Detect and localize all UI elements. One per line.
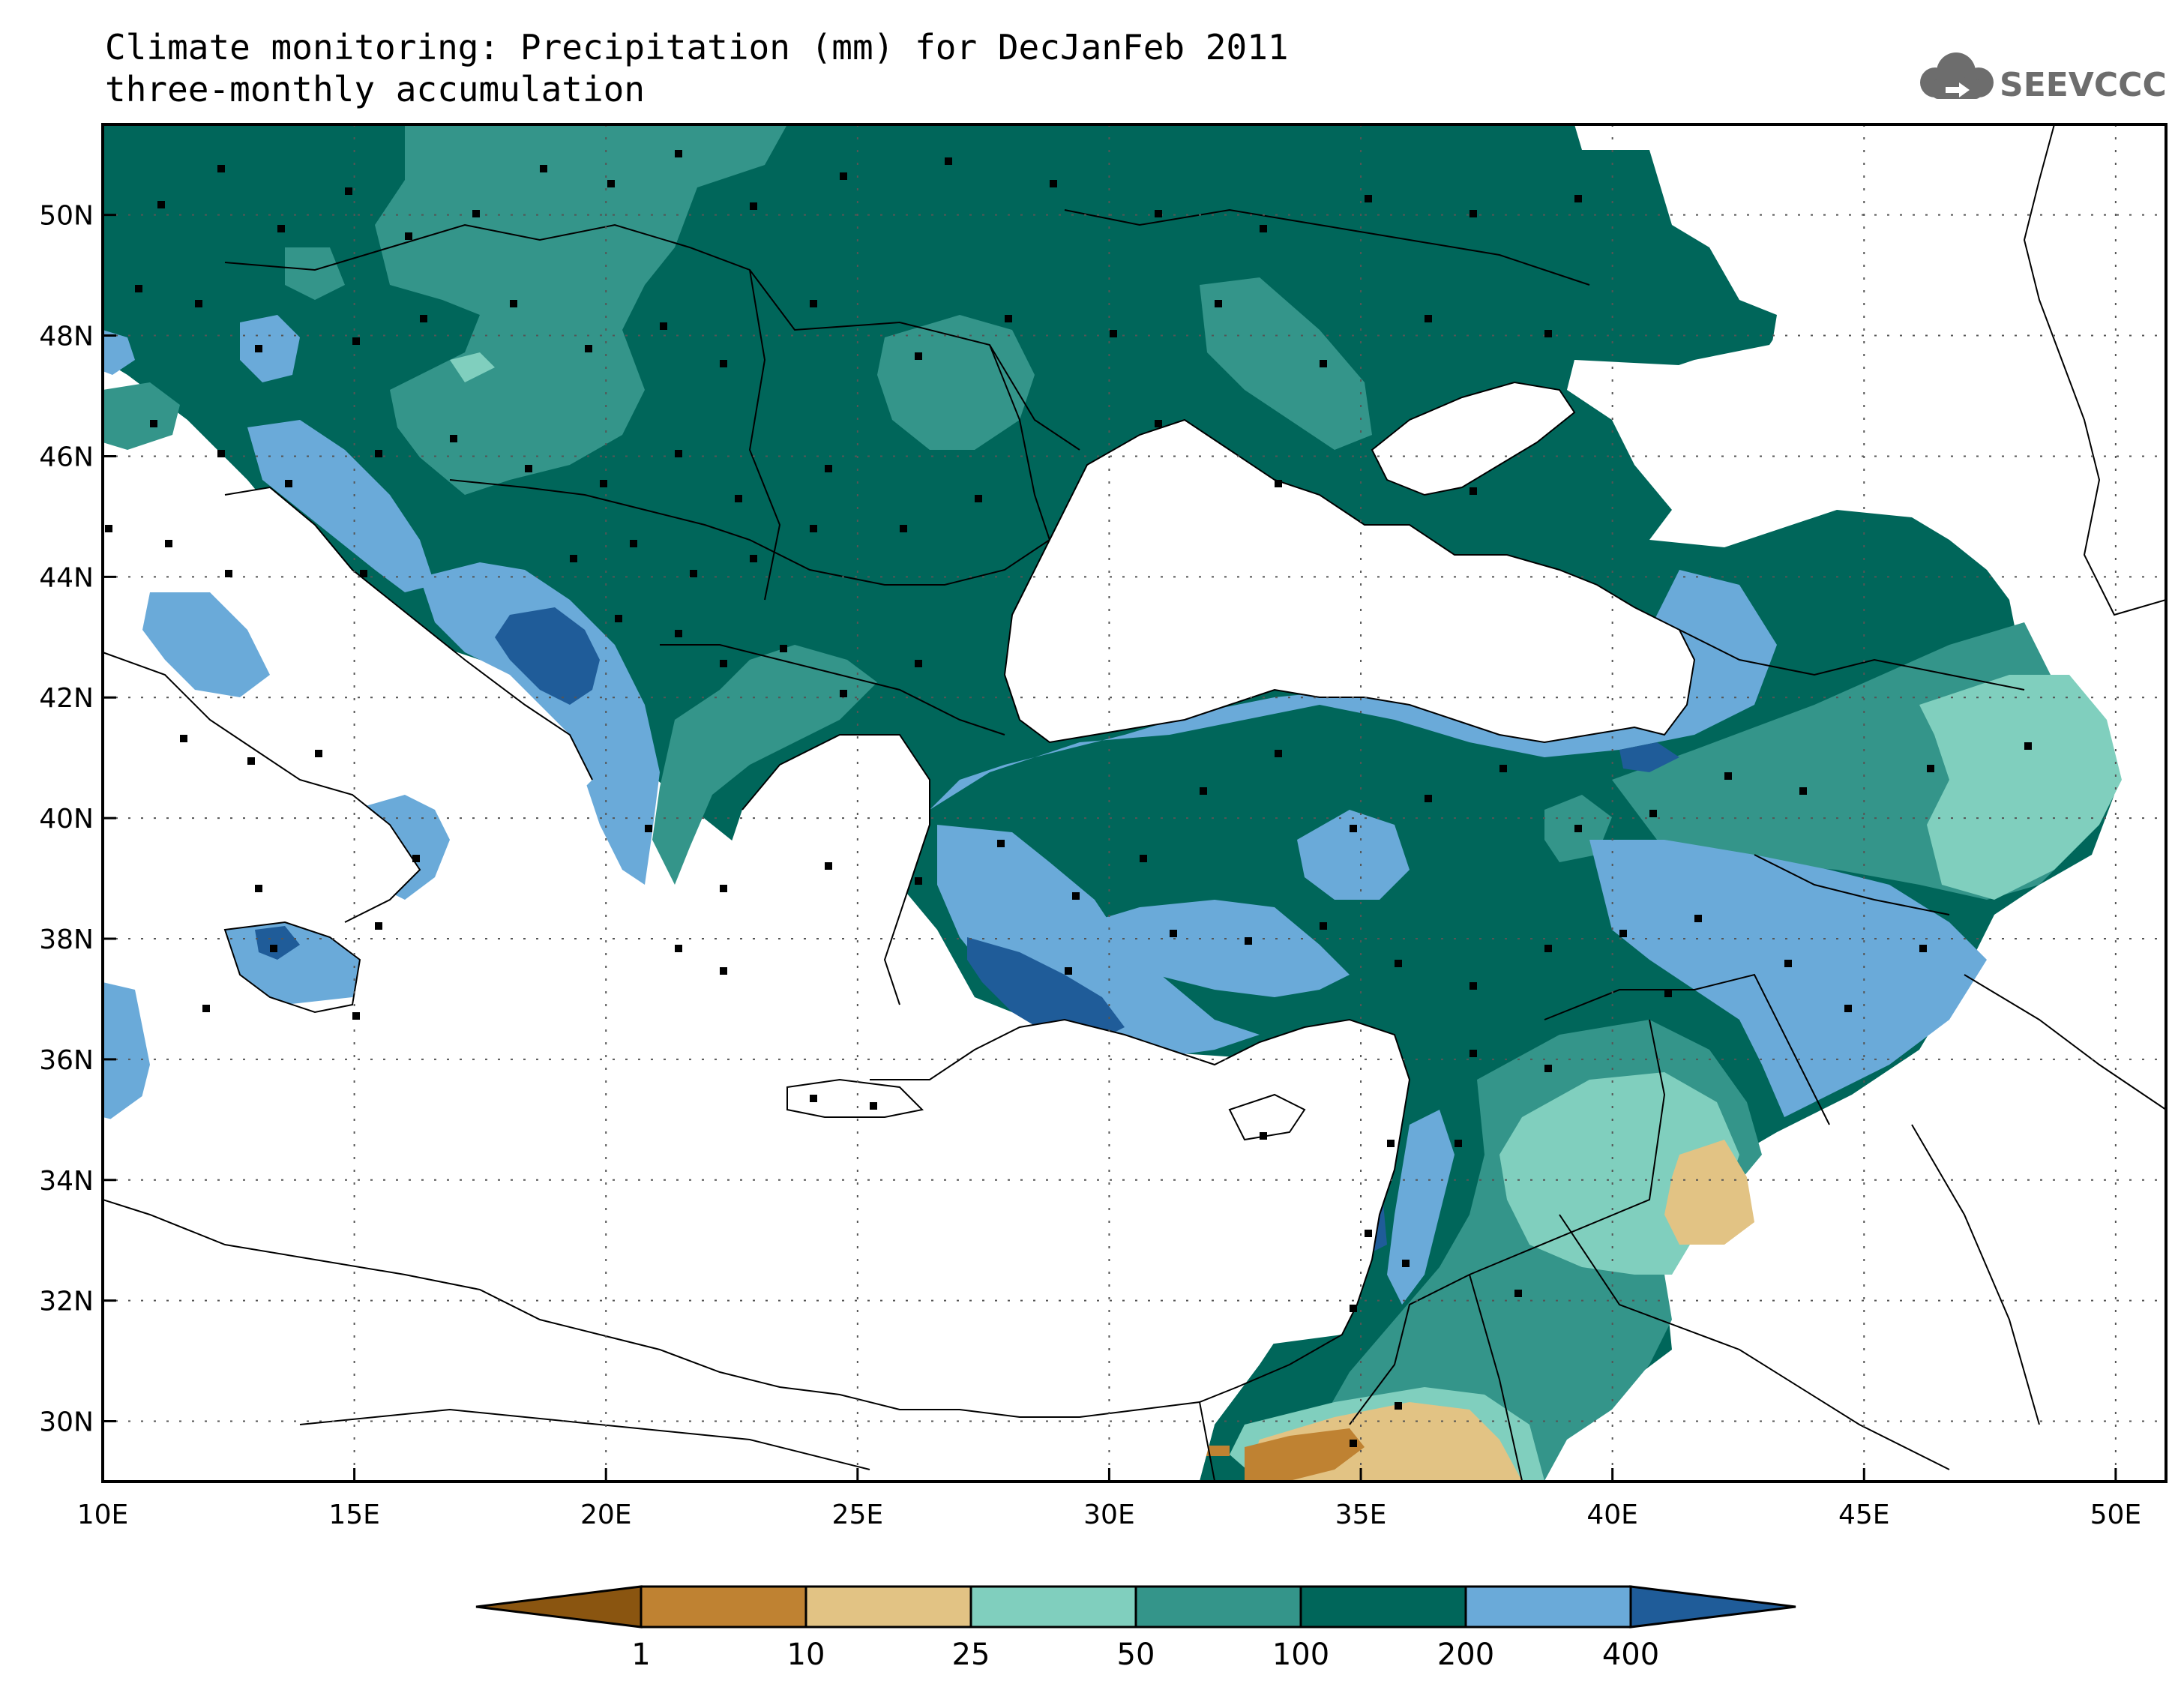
lon-tick-label: 20E <box>580 1500 632 1530</box>
precip-field-200-400 <box>1297 810 1410 900</box>
lat-tick-label: 40N <box>39 804 94 835</box>
precip-field-200-400 <box>1065 900 1350 997</box>
chart-title: Climate monitoring: Precipitation (mm) f… <box>105 27 1289 67</box>
precip-field-200-400 <box>247 420 435 592</box>
colorbar-break-label: 200 <box>1437 1638 1494 1672</box>
colorbar-swatch <box>1134 1585 1302 1629</box>
lat-tick-label: 48N <box>39 322 94 352</box>
lat-tick-label: 34N <box>39 1166 94 1197</box>
precip-field-gt-400 <box>1619 742 1679 772</box>
precip-field-1-10 <box>1245 1428 1365 1481</box>
colorbar-swatch <box>640 1585 807 1629</box>
lat-tick-label: 30N <box>39 1407 94 1438</box>
precip-field-50-100 <box>877 315 1035 450</box>
precip-field-200-400 <box>240 315 300 382</box>
sea-of-azov <box>1372 382 1574 495</box>
colorbar-break-label: 400 <box>1602 1638 1659 1672</box>
precip-field-200-400 <box>1589 840 1987 1117</box>
lat-tick-label: 44N <box>39 562 94 593</box>
colorbar-arrow-low <box>475 1585 643 1629</box>
adriatic-sea <box>225 487 592 802</box>
lon-tick-label: 15E <box>328 1500 380 1530</box>
black-sea <box>1005 420 1694 742</box>
lon-tick-label: 35E <box>1335 1500 1387 1530</box>
colorbar-break-label: 100 <box>1272 1638 1329 1672</box>
lon-tick-label: 10E <box>77 1500 129 1530</box>
lon-tick-label: 40E <box>1586 1500 1638 1530</box>
station-dots <box>105 150 2032 1447</box>
lat-tick-label: 38N <box>39 924 94 955</box>
axis-ticks <box>101 214 2117 1482</box>
seevccc-logo: SEEVCCC <box>1910 43 2167 111</box>
latitude-labels: 30N 32N 34N 36N 38N 40N 42N 44N 46N 48N 50N <box>39 201 94 1438</box>
precip-field-200-400 <box>103 330 135 375</box>
borders-coastlines <box>103 124 2166 1482</box>
lon-tick-label: 30E <box>1083 1500 1135 1530</box>
lon-tick-label: 25E <box>832 1500 884 1530</box>
precip-field-25-50 <box>450 352 495 382</box>
precip-field-25-50 <box>1919 675 2122 900</box>
precip-field-200-400 <box>103 982 150 1125</box>
chart-subtitle: three-monthly accumulation <box>105 69 646 109</box>
colorbar-arrow-high <box>1629 1585 1796 1629</box>
tyrrhenian-sea <box>103 652 420 967</box>
precip-field-200-400 <box>930 570 1777 810</box>
lat-tick-label: 46N <box>39 442 94 472</box>
longitude-labels: 10E 15E 20E 25E 30E 35E 40E 45E 50E <box>77 1500 2141 1530</box>
precip-field-200-400 <box>142 592 270 697</box>
colorbar-swatch <box>1464 1585 1632 1629</box>
precip-field-50-100 <box>1200 277 1372 450</box>
logo-text: SEEVCCC <box>2000 66 2165 104</box>
map-frame <box>101 123 2168 1483</box>
colorbar-legend: 1 10 25 50 100 200 400 <box>475 1585 1796 1672</box>
colorbar-break-label: 25 <box>952 1638 990 1672</box>
precip-field-200-400 <box>420 562 660 885</box>
precip-field-gt-400 <box>967 937 1125 1042</box>
colorbar-swatch <box>969 1585 1137 1629</box>
colorbar-break-label: 50 <box>1117 1638 1155 1672</box>
sea-masks <box>103 124 2166 1481</box>
precip-field-200-400 <box>1387 1110 1455 1305</box>
lat-tick-label: 32N <box>39 1287 94 1317</box>
colorbar-break-label: 10 <box>787 1638 825 1672</box>
precip-field-gt-400 <box>495 607 600 705</box>
colorbar-swatch <box>1299 1585 1467 1629</box>
lat-tick-label: 36N <box>39 1045 94 1076</box>
north-africa-land <box>103 1200 1215 1481</box>
cloud-icon <box>1920 52 1994 99</box>
colorbar-break-label: 1 <box>631 1638 650 1672</box>
lon-tick-label: 45E <box>1838 1500 1890 1530</box>
precip-field-gt-400 <box>255 926 300 960</box>
lon-tick-label: 50E <box>2090 1500 2142 1530</box>
colorbar-swatch <box>804 1585 972 1629</box>
aegean-sea <box>727 735 930 1057</box>
eastern-desert-unmasked <box>1574 862 2166 1481</box>
lat-tick-label: 42N <box>39 683 94 714</box>
precip-field-50-100 <box>103 382 180 450</box>
precip-field-50-100 <box>285 247 345 300</box>
precip-field-10-25 <box>1664 1140 1754 1245</box>
lat-tick-label: 50N <box>39 201 94 232</box>
ionian-sea <box>103 885 1410 1350</box>
precip-field-50-100 <box>652 645 877 885</box>
north-east-land-blank <box>1649 124 2166 570</box>
